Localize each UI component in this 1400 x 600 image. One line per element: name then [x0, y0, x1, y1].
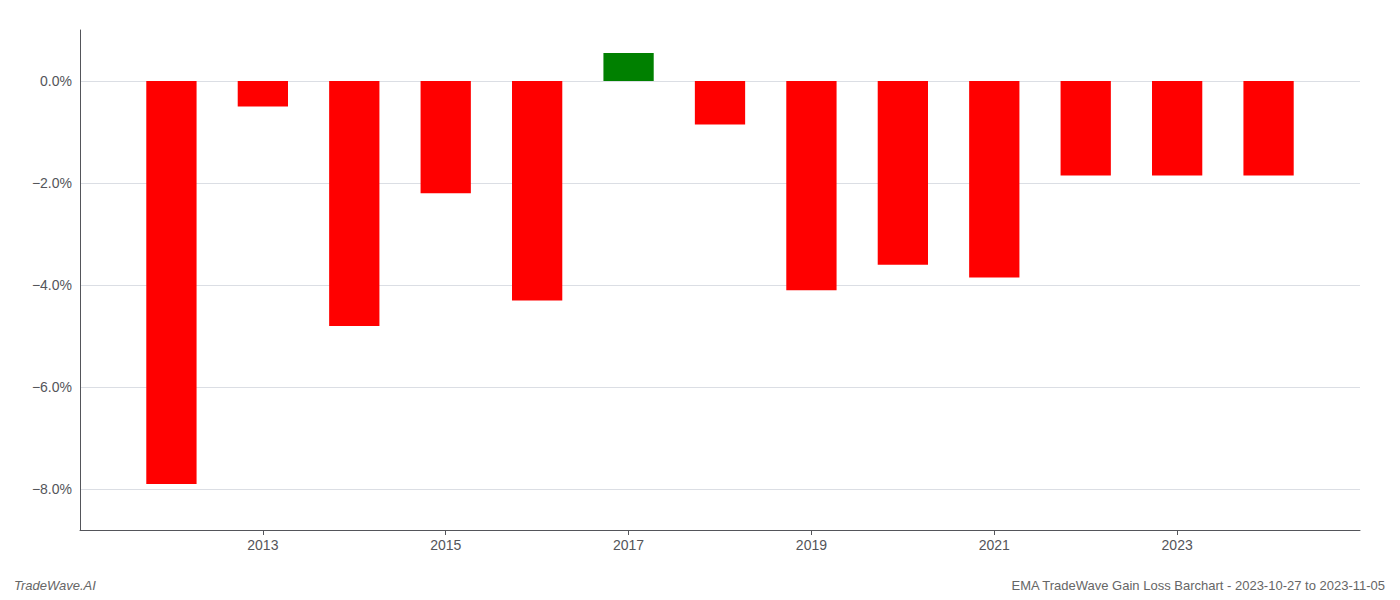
svg-text:2015: 2015: [430, 537, 461, 553]
svg-text:2023: 2023: [1162, 537, 1193, 553]
svg-text:EMA TradeWave Gain Loss Barcha: EMA TradeWave Gain Loss Barchart - 2023-…: [1011, 578, 1385, 593]
svg-text:−8.0%: −8.0%: [32, 481, 72, 497]
svg-text:−4.0%: −4.0%: [32, 277, 72, 293]
svg-text:2019: 2019: [796, 537, 827, 553]
svg-text:−2.0%: −2.0%: [32, 175, 72, 191]
svg-text:2017: 2017: [613, 537, 644, 553]
svg-text:0.0%: 0.0%: [40, 73, 72, 89]
svg-text:TradeWave.AI: TradeWave.AI: [14, 578, 96, 593]
svg-text:2021: 2021: [979, 537, 1010, 553]
svg-text:−6.0%: −6.0%: [32, 379, 72, 395]
svg-text:2013: 2013: [247, 537, 278, 553]
